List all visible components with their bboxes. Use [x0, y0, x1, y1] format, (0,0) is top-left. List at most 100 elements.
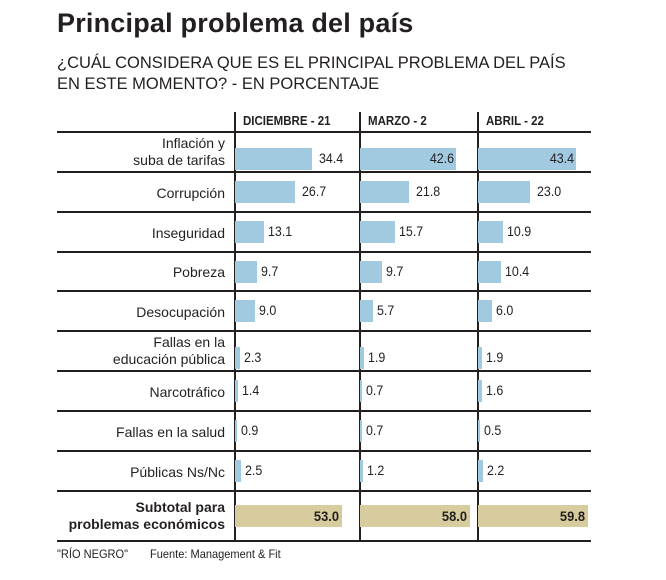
bar	[360, 260, 382, 283]
row-divider	[57, 370, 591, 372]
data-label: 13.1	[268, 224, 293, 239]
data-label: 5.7	[376, 303, 395, 318]
data-label: 0.7	[366, 383, 384, 398]
row-divider	[57, 330, 591, 332]
row-divider	[57, 540, 591, 542]
row-divider	[57, 450, 591, 452]
bar	[360, 420, 362, 442]
data-label: 0.9	[241, 423, 259, 438]
data-label: 43.4	[549, 151, 574, 166]
row-label: Corrupción	[50, 185, 225, 202]
data-label: 2.5	[244, 463, 262, 478]
row-label: Inseguridad	[50, 225, 225, 242]
data-label: 6.0	[495, 303, 513, 318]
credit-text: "RÍO NEGRO"	[57, 547, 129, 561]
bar	[360, 300, 373, 322]
bar	[235, 380, 239, 402]
bar	[360, 221, 396, 243]
row-label-line: Públicas Ns/Nc	[130, 463, 225, 480]
data-label: 42.6	[429, 151, 454, 166]
row-divider	[57, 211, 591, 213]
subtotal-label-line: problemas económicos	[68, 516, 225, 532]
row-label-line: Fallas en la salud	[116, 423, 225, 440]
data-label: 1.2	[366, 463, 384, 478]
chart-title: Principal problema del país	[57, 8, 414, 38]
row-label-line: Corrupción	[156, 184, 225, 201]
data-label: 1.9	[368, 350, 386, 365]
bar	[360, 181, 410, 203]
row-divider	[57, 490, 591, 492]
bar	[360, 347, 365, 369]
row-label: Fallas en la salud	[50, 424, 225, 441]
data-label: 0.7	[366, 423, 384, 438]
chart-subtitle: ¿CUÁL CONSIDERA QUE ES EL PRINCIPAL PROB…	[57, 53, 566, 95]
data-label: 1.6	[485, 383, 503, 398]
data-label: 15.7	[399, 224, 424, 239]
row-label: Desocupación	[50, 304, 225, 321]
bar	[478, 260, 502, 283]
data-label: 34.4	[319, 151, 344, 166]
bar	[478, 181, 530, 203]
row-label-line: Pobreza	[172, 264, 225, 280]
data-label: 2.3	[244, 350, 262, 365]
bar	[235, 420, 238, 442]
column-divider	[477, 112, 479, 541]
source-text: Fuente: Management & Fit	[150, 547, 281, 561]
bar	[235, 221, 265, 243]
subtotal-label: Subtotal para problemas económicos	[50, 499, 225, 533]
data-label: 23.0	[536, 184, 561, 199]
bar	[360, 460, 363, 482]
bar	[235, 260, 257, 283]
bar	[235, 347, 241, 369]
bar	[478, 380, 482, 402]
subtotal-bar	[360, 505, 471, 527]
subtotal-bar	[478, 505, 588, 527]
column-divider	[359, 112, 361, 541]
data-label: 2.2	[486, 463, 505, 478]
data-label: 1.9	[486, 350, 504, 365]
bar	[478, 420, 480, 442]
bar	[478, 347, 483, 369]
row-divider	[57, 410, 591, 412]
bar	[360, 380, 362, 402]
bar	[478, 221, 503, 243]
data-label: 1.4	[242, 383, 260, 398]
row-label: Narcotráfico	[50, 384, 225, 401]
data-label: 26.7	[302, 184, 327, 199]
bar	[235, 460, 241, 482]
bar	[478, 460, 483, 482]
subtotal-value: 59.8	[559, 508, 585, 524]
bar	[478, 300, 492, 322]
subtotal-bar	[235, 505, 342, 527]
column-header: ABRIL - 22	[486, 114, 544, 128]
bar	[235, 181, 296, 203]
row-label: Públicas Ns/Nc	[50, 464, 225, 481]
row-label-line: suba de tarifas	[133, 152, 225, 168]
row-label-line: educación pública	[112, 351, 225, 367]
row-label-line: Fallas en la	[153, 334, 225, 350]
subtotal-value: 53.0	[313, 508, 339, 524]
row-divider	[57, 171, 591, 173]
bar	[235, 148, 313, 170]
data-label: 9.7	[385, 263, 404, 279]
data-label: 10.4	[505, 263, 530, 279]
bar	[235, 300, 256, 322]
bar	[478, 148, 576, 170]
subtotal-label-line: Subtotal para	[135, 499, 225, 515]
subtitle-line: ¿CUÁL CONSIDERA QUE ES EL PRINCIPAL PROB…	[57, 54, 566, 72]
row-divider	[57, 290, 591, 292]
row-label: Fallas en la educación pública	[50, 334, 225, 368]
column-header: MARZO - 2	[368, 114, 427, 128]
data-label: 21.8	[416, 184, 441, 199]
subtotal-value: 58.0	[442, 508, 468, 524]
data-label: 9.0	[259, 303, 277, 318]
data-label: 0.5	[484, 423, 502, 438]
data-label: 10.9	[506, 224, 531, 239]
data-label: 9.7	[260, 263, 279, 279]
row-label-line: Desocupación	[136, 303, 225, 320]
row-divider	[57, 251, 591, 253]
row-label: Pobreza	[50, 264, 225, 281]
bar	[360, 148, 456, 170]
row-label-line: Narcotráfico	[149, 383, 225, 400]
row-divider	[57, 131, 591, 133]
